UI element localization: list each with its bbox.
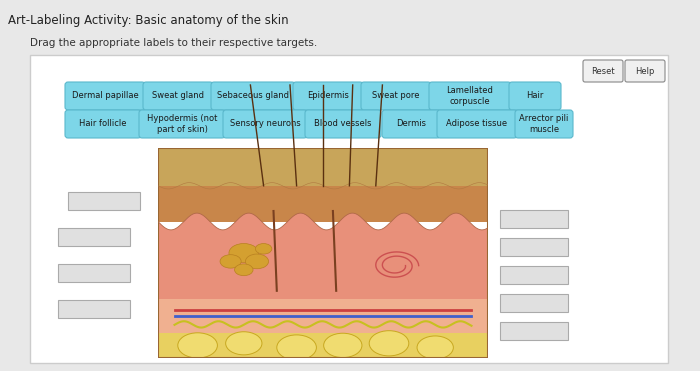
Text: Reset: Reset <box>592 66 615 76</box>
FancyBboxPatch shape <box>143 82 213 110</box>
Text: Arrector pili
muscle: Arrector pili muscle <box>519 114 568 134</box>
Circle shape <box>229 243 258 262</box>
FancyBboxPatch shape <box>500 238 568 256</box>
Text: Sensory neurons: Sensory neurons <box>230 119 300 128</box>
FancyBboxPatch shape <box>382 110 440 138</box>
Polygon shape <box>158 299 488 333</box>
FancyBboxPatch shape <box>583 60 623 82</box>
Text: Hypodermis (not
part of skin): Hypodermis (not part of skin) <box>147 114 217 134</box>
FancyBboxPatch shape <box>625 60 665 82</box>
FancyBboxPatch shape <box>58 300 130 318</box>
Circle shape <box>323 333 362 358</box>
FancyBboxPatch shape <box>429 82 511 110</box>
FancyBboxPatch shape <box>30 55 668 363</box>
Circle shape <box>225 332 262 355</box>
Text: Adipose tissue: Adipose tissue <box>447 119 508 128</box>
Polygon shape <box>158 213 488 299</box>
FancyBboxPatch shape <box>500 266 568 284</box>
Circle shape <box>178 333 218 358</box>
FancyBboxPatch shape <box>509 82 561 110</box>
FancyBboxPatch shape <box>515 110 573 138</box>
Circle shape <box>417 336 454 359</box>
FancyBboxPatch shape <box>58 264 130 282</box>
FancyBboxPatch shape <box>500 322 568 340</box>
Text: Hair: Hair <box>526 92 544 101</box>
FancyBboxPatch shape <box>361 82 431 110</box>
FancyBboxPatch shape <box>500 210 568 228</box>
Circle shape <box>256 243 272 254</box>
FancyBboxPatch shape <box>293 82 363 110</box>
Text: Drag the appropriate labels to their respective targets.: Drag the appropriate labels to their res… <box>30 38 317 48</box>
Text: Sebaceous gland: Sebaceous gland <box>217 92 289 101</box>
Text: Epidermis: Epidermis <box>307 92 349 101</box>
Text: Blood vessels: Blood vessels <box>314 119 372 128</box>
Circle shape <box>234 264 253 276</box>
Text: Lamellated
corpuscle: Lamellated corpuscle <box>447 86 494 106</box>
Text: Hair follicle: Hair follicle <box>79 119 127 128</box>
FancyBboxPatch shape <box>68 192 140 210</box>
Polygon shape <box>158 148 488 186</box>
Text: Sweat pore: Sweat pore <box>372 92 420 101</box>
FancyBboxPatch shape <box>500 294 568 312</box>
Text: Help: Help <box>636 66 654 76</box>
FancyBboxPatch shape <box>437 110 517 138</box>
FancyBboxPatch shape <box>65 82 145 110</box>
Circle shape <box>246 254 269 269</box>
FancyBboxPatch shape <box>139 110 225 138</box>
FancyBboxPatch shape <box>222 152 288 170</box>
FancyBboxPatch shape <box>58 228 130 246</box>
Polygon shape <box>158 333 488 358</box>
FancyBboxPatch shape <box>211 82 295 110</box>
Text: Art-Labeling Activity: Basic anatomy of the skin: Art-Labeling Activity: Basic anatomy of … <box>8 14 288 27</box>
FancyBboxPatch shape <box>223 110 307 138</box>
Circle shape <box>276 335 316 360</box>
Text: Dermal papillae: Dermal papillae <box>71 92 139 101</box>
Polygon shape <box>158 186 488 221</box>
Circle shape <box>369 331 409 356</box>
FancyBboxPatch shape <box>65 110 141 138</box>
Text: Sweat gland: Sweat gland <box>152 92 204 101</box>
FancyBboxPatch shape <box>305 110 381 138</box>
Text: Dermis: Dermis <box>396 119 426 128</box>
Circle shape <box>220 255 242 268</box>
